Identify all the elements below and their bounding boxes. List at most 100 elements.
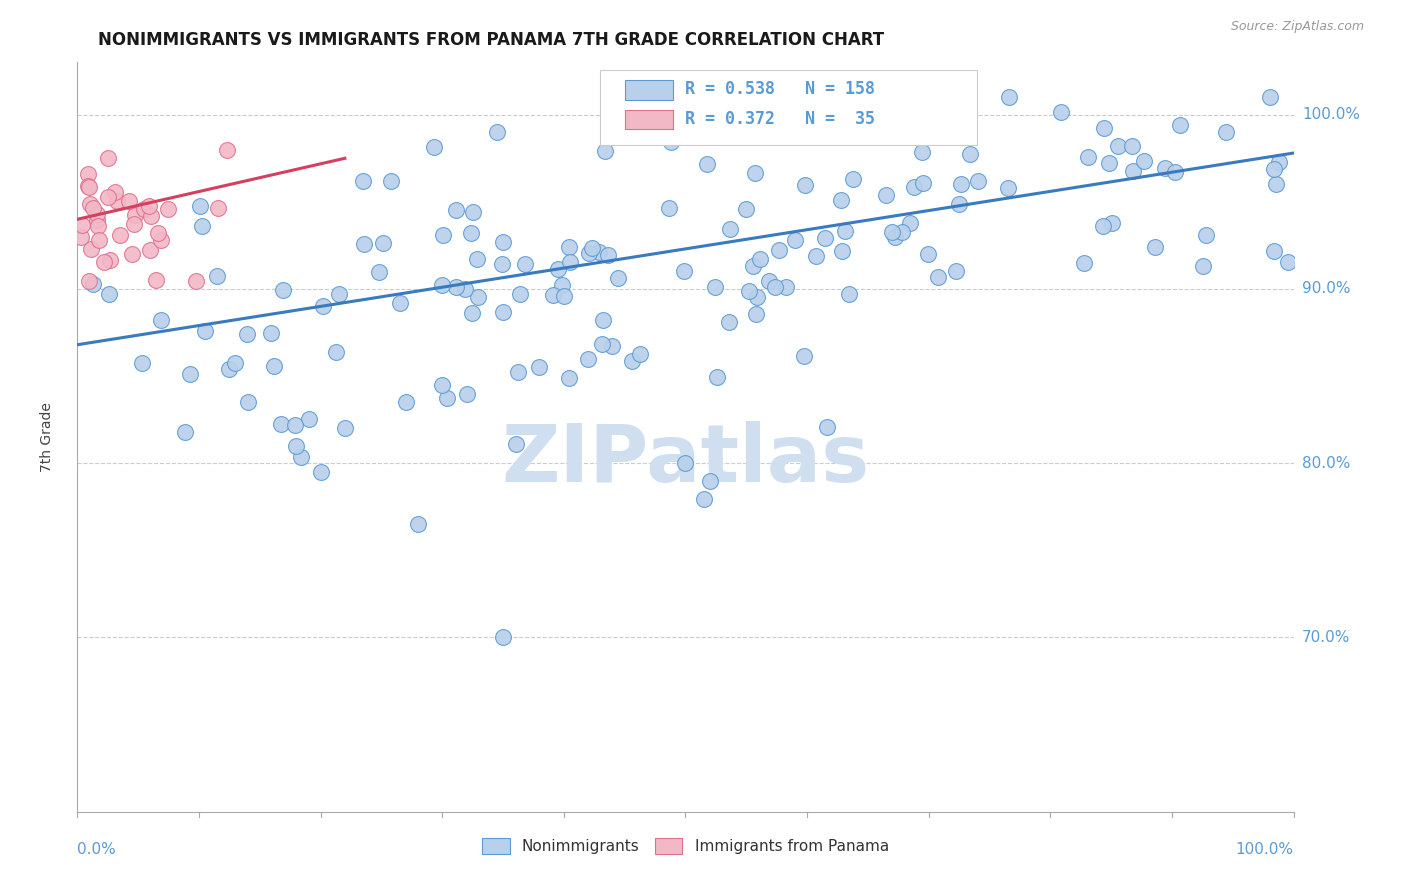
Point <box>205 269 228 284</box>
Point <box>456 386 478 401</box>
Text: Source: ZipAtlas.com: Source: ZipAtlas.com <box>1230 20 1364 33</box>
Point <box>997 181 1019 195</box>
Text: 100.0%: 100.0% <box>1302 107 1360 122</box>
Point <box>124 208 146 222</box>
Point <box>79 242 101 256</box>
Point <box>380 174 402 188</box>
Point <box>122 217 145 231</box>
Point <box>406 517 429 532</box>
Point <box>842 172 865 186</box>
Point <box>131 356 153 370</box>
Point <box>830 194 852 208</box>
Point <box>134 202 156 216</box>
Point <box>1121 138 1143 153</box>
Point <box>86 207 108 221</box>
Point <box>1077 150 1099 164</box>
Point <box>744 165 766 179</box>
Point <box>1098 155 1121 169</box>
Point <box>945 264 967 278</box>
Point <box>509 287 531 301</box>
Text: 70.0%: 70.0% <box>1302 630 1350 645</box>
Point <box>194 325 217 339</box>
Point <box>149 233 172 247</box>
Point <box>794 178 817 192</box>
Point <box>927 269 949 284</box>
Point <box>576 351 599 366</box>
Point <box>138 199 160 213</box>
Point <box>1154 161 1177 175</box>
Point <box>146 226 169 240</box>
Point <box>949 177 972 191</box>
Point <box>190 199 212 213</box>
Point <box>97 190 120 204</box>
Point <box>718 315 741 329</box>
Point <box>465 252 488 266</box>
Point <box>454 282 477 296</box>
Point <box>734 202 756 216</box>
Point <box>675 456 697 470</box>
FancyBboxPatch shape <box>624 80 673 100</box>
Point <box>505 437 527 451</box>
Point <box>312 300 335 314</box>
Point <box>1260 90 1282 104</box>
Point <box>606 271 628 285</box>
Point <box>1263 161 1285 176</box>
Text: ZIPatlas: ZIPatlas <box>502 420 869 499</box>
Point <box>875 188 897 202</box>
Point <box>834 224 856 238</box>
Point <box>948 197 970 211</box>
Point <box>553 289 575 303</box>
Point <box>768 244 790 258</box>
Point <box>890 225 912 239</box>
Point <box>1268 154 1291 169</box>
Point <box>184 274 207 288</box>
Point <box>758 275 780 289</box>
Point <box>1107 139 1129 153</box>
Point <box>492 631 515 645</box>
Point <box>783 233 806 247</box>
Point <box>207 202 229 216</box>
Point <box>333 421 356 435</box>
Point <box>693 492 716 507</box>
Text: 0.0%: 0.0% <box>77 842 117 857</box>
Point <box>467 290 489 304</box>
Point <box>742 259 765 273</box>
Point <box>121 247 143 261</box>
Point <box>550 278 572 293</box>
Point <box>628 347 651 361</box>
Point <box>423 140 446 154</box>
Point <box>174 425 197 439</box>
Point <box>491 257 513 271</box>
Point <box>672 263 695 277</box>
Point <box>97 151 120 165</box>
Point <box>388 296 411 310</box>
Point <box>236 395 259 409</box>
Point <box>118 194 141 208</box>
Point <box>1092 120 1115 135</box>
Point <box>1091 219 1114 234</box>
Point <box>98 252 121 267</box>
Point <box>592 313 614 327</box>
Point <box>558 254 581 268</box>
Point <box>492 235 515 249</box>
Point <box>430 377 453 392</box>
Text: 100.0%: 100.0% <box>1236 842 1294 857</box>
Point <box>1263 244 1285 259</box>
Point <box>325 344 347 359</box>
Point <box>775 279 797 293</box>
Point <box>218 361 240 376</box>
Point <box>600 339 623 353</box>
Point <box>86 212 108 227</box>
Point <box>236 326 259 341</box>
Point <box>793 349 815 363</box>
Point <box>436 391 458 405</box>
Point <box>145 273 167 287</box>
Point <box>738 285 761 299</box>
Point <box>284 418 307 433</box>
Point <box>1265 177 1288 191</box>
Point <box>139 209 162 223</box>
Point <box>917 246 939 260</box>
Point <box>588 245 610 260</box>
Point <box>959 147 981 161</box>
Point <box>460 227 482 241</box>
